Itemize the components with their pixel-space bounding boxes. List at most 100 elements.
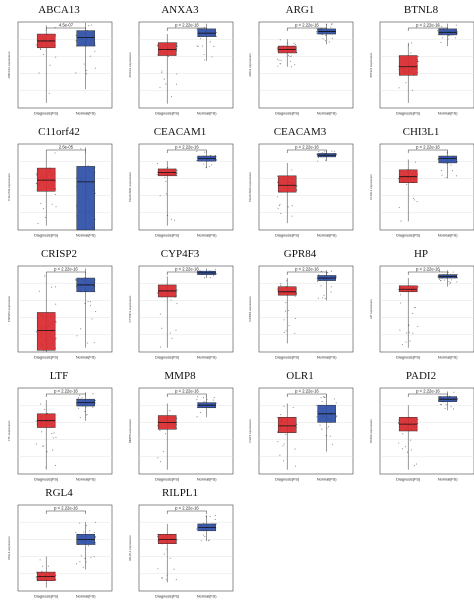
data-point xyxy=(398,87,400,89)
data-point xyxy=(176,539,178,541)
data-point xyxy=(336,415,338,417)
category-label: Diagnosis(FS) xyxy=(275,356,300,360)
data-point xyxy=(283,405,285,407)
data-point xyxy=(285,330,287,332)
data-point xyxy=(327,426,330,428)
data-point xyxy=(283,443,285,445)
y-axis-label: ABCA13 expression xyxy=(7,51,11,78)
category-label: Diagnosis(FS) xyxy=(155,595,180,599)
data-point xyxy=(85,525,87,527)
data-point xyxy=(277,441,279,443)
data-point xyxy=(293,42,295,44)
data-point xyxy=(161,327,163,329)
data-point xyxy=(322,297,324,299)
data-point xyxy=(215,35,217,37)
data-point xyxy=(397,421,400,424)
data-point xyxy=(318,274,320,276)
pvalue-label: p < 2.22e-16 xyxy=(175,23,199,28)
y-axis-label: ANXA3 expression xyxy=(128,52,132,78)
panel-padi2: PADI2 p < 2.22e-16 PADI2 expression Diagnos… xyxy=(366,370,474,488)
data-point xyxy=(46,451,48,453)
plot-frame xyxy=(379,265,474,353)
data-point xyxy=(442,37,444,39)
boxplot-svg: p < 2.22e-16 CHI3L1 expression Diagnosis(F… xyxy=(369,143,474,238)
data-point xyxy=(169,557,171,559)
plot-frame xyxy=(379,143,474,231)
data-point xyxy=(285,302,287,304)
data-point xyxy=(55,579,57,581)
boxplot-svg: p < 2.22e-16 ARG1 expression Diagnosis(FS)… xyxy=(248,21,354,116)
plot-frame xyxy=(379,387,474,475)
pvalue-label: p < 2.22e-16 xyxy=(295,267,319,272)
category-label: Normal(FS) xyxy=(197,234,217,238)
data-point xyxy=(93,532,95,534)
data-point xyxy=(405,82,407,84)
data-point xyxy=(92,406,94,408)
box-0 xyxy=(36,312,56,351)
data-point xyxy=(276,196,278,198)
data-point xyxy=(320,285,322,287)
box-1 xyxy=(438,28,457,36)
data-point xyxy=(55,321,57,323)
data-point xyxy=(453,391,455,393)
panel-title: RILPL1 xyxy=(161,487,199,499)
data-point xyxy=(205,515,207,517)
data-point xyxy=(176,421,178,423)
y-axis-label: OLR1 expression xyxy=(248,419,252,443)
panel-title: PADI2 xyxy=(405,370,437,382)
data-point xyxy=(55,575,57,577)
box-1 xyxy=(76,166,95,231)
category-label: Normal(FS) xyxy=(317,112,337,116)
data-point xyxy=(447,271,449,273)
data-point xyxy=(417,56,419,58)
data-point xyxy=(80,328,82,330)
data-point xyxy=(449,283,451,285)
data-point xyxy=(408,331,410,333)
y-axis-label: GPR84 expression xyxy=(248,296,252,322)
data-point xyxy=(93,342,95,344)
data-point xyxy=(75,278,77,280)
data-point xyxy=(39,48,41,50)
data-point xyxy=(176,73,178,75)
data-point xyxy=(202,397,204,399)
data-point xyxy=(173,568,175,570)
data-point xyxy=(406,451,408,453)
data-point xyxy=(279,39,281,41)
panel-title: C11orf42 xyxy=(38,126,80,138)
data-point xyxy=(86,413,88,415)
plot-frame xyxy=(379,21,474,109)
data-point xyxy=(39,559,41,561)
data-point xyxy=(456,277,459,279)
category-label: Normal(FS) xyxy=(438,234,458,238)
data-point xyxy=(81,397,83,399)
data-point xyxy=(400,294,402,296)
data-point xyxy=(42,565,44,567)
data-point xyxy=(287,310,289,312)
data-point xyxy=(157,457,159,459)
data-point xyxy=(294,317,296,320)
data-point xyxy=(166,579,168,581)
data-point xyxy=(48,92,50,94)
boxplot-svg: 2.6e-05 C11orf42 expression Diagnosis(FS) N… xyxy=(7,143,113,238)
data-point xyxy=(211,56,213,58)
data-point xyxy=(203,26,205,29)
data-point xyxy=(55,337,57,340)
data-point xyxy=(412,332,414,334)
data-point xyxy=(331,443,334,445)
panel-rilpl1: RILPL1 p < 2.22e-16 RILPL1 expression Diagn… xyxy=(125,487,235,605)
data-point xyxy=(276,58,278,60)
category-label: Normal(FS) xyxy=(317,234,337,238)
data-point xyxy=(156,174,158,176)
data-point xyxy=(204,59,206,61)
data-point xyxy=(316,416,318,418)
data-point xyxy=(85,73,88,75)
data-point xyxy=(161,577,163,579)
data-point xyxy=(327,271,329,274)
boxplot-svg: p < 2.22e-16 CYP4F3 expression Diagnosis(F… xyxy=(128,265,234,360)
panel-title: OLR1 xyxy=(286,370,314,382)
data-point xyxy=(55,436,57,438)
data-point xyxy=(445,404,447,406)
data-point xyxy=(440,403,443,405)
data-point xyxy=(214,514,216,517)
